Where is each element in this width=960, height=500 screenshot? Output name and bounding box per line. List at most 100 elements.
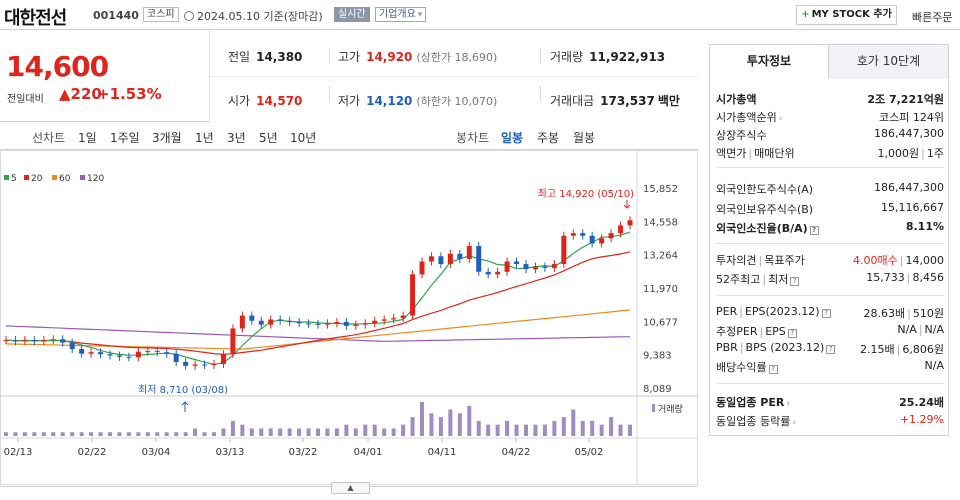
foreign-hold-value: 15,116,667 xyxy=(881,201,944,214)
dividend-label: 배당수익률? xyxy=(716,359,778,375)
per-value-text: 28.63배 xyxy=(863,307,906,320)
realtime-button[interactable]: 실시간 xyxy=(334,7,370,22)
market-cap-rank-row: 시가총액순위 › 코스피 124위 xyxy=(716,109,944,127)
volume-bar xyxy=(618,424,623,436)
bps-value: 6,806원 xyxy=(902,343,944,356)
volume-bar xyxy=(542,424,547,436)
period-10y[interactable]: 10년 xyxy=(290,131,317,145)
candle-body xyxy=(145,351,151,353)
candle-body xyxy=(589,235,595,244)
candle-body xyxy=(523,264,529,270)
candle-weekly[interactable]: 주봉 xyxy=(537,131,560,145)
help-icon[interactable]: ? xyxy=(787,329,797,338)
legend-label: 60 xyxy=(59,174,71,184)
dividend-value: N/A xyxy=(924,359,944,372)
stock-chart-svg[interactable]: 5 20 60 120 15,852 14,558 13,264 11,970 10,677 9,… xyxy=(0,150,698,485)
period-1w[interactable]: 1주일 xyxy=(110,131,140,145)
period-3m[interactable]: 3개월 xyxy=(152,131,182,145)
help-icon[interactable]: ? xyxy=(821,309,831,318)
candle-body xyxy=(69,342,75,350)
high-annotation: 최고 14,920 (05/10) xyxy=(538,188,634,200)
separator: | xyxy=(762,273,767,286)
foreign-ratio-row: 외국인소진율(B/A)? 8.11% xyxy=(716,220,944,238)
candle-body xyxy=(599,238,605,244)
period-5y[interactable]: 5년 xyxy=(259,131,278,145)
volume-bar xyxy=(41,432,46,436)
x-tick-label: 05/02 xyxy=(575,447,604,458)
candle-body xyxy=(447,253,453,265)
candle-body xyxy=(504,261,510,272)
volume-bar xyxy=(60,432,65,436)
volume-bar xyxy=(609,417,614,436)
candle-body xyxy=(173,353,179,362)
volume-bar xyxy=(249,428,254,436)
stock-chart[interactable]: 5 20 60 120 15,852 14,558 13,264 11,970 10,677 9,… xyxy=(0,150,698,485)
candle-body xyxy=(183,361,189,366)
help-icon[interactable]: ? xyxy=(790,277,800,286)
candle-body xyxy=(466,246,472,259)
w52-row: 52주최고 | 최저? 15,733 | 8,456 xyxy=(716,271,944,289)
help-icon[interactable]: ? xyxy=(826,345,836,354)
add-mystock-button[interactable]: + MY STOCK 추가 xyxy=(796,5,897,25)
w52-high-value: 15,733 xyxy=(866,271,905,284)
separator: | xyxy=(921,147,925,160)
candle-body xyxy=(495,271,501,275)
volume-bar xyxy=(202,432,207,436)
plus-icon: + xyxy=(801,9,810,20)
company-overview-label: 기업개요 xyxy=(379,9,416,20)
candle-body xyxy=(277,319,283,321)
opinion-label-text: 투자의견 xyxy=(716,254,757,267)
industry-per-label-text: 동일업종 PER xyxy=(716,396,785,409)
change-label: 전일대비 xyxy=(7,94,44,105)
candle-body xyxy=(457,253,463,259)
period-3y[interactable]: 3년 xyxy=(227,131,246,145)
company-name: 대한전선 xyxy=(4,8,67,29)
prev-close-value: 14,380 xyxy=(256,50,303,64)
industry-change-label-text: 동일업종 등락률 xyxy=(716,415,791,428)
candle-daily[interactable]: 일봉 xyxy=(501,131,524,145)
volume-bar xyxy=(136,432,141,436)
volume-bar xyxy=(240,424,245,436)
collapse-chart-button[interactable]: ▲ xyxy=(331,482,370,494)
industry-per-value: 25.24배 xyxy=(899,396,944,409)
candle-monthly[interactable]: 월봉 xyxy=(573,131,596,145)
candle-body xyxy=(353,324,359,326)
tab-orderbook[interactable]: 호가 10단계 xyxy=(829,45,948,79)
candle-body xyxy=(391,318,397,320)
volume-bar xyxy=(268,428,273,436)
company-overview-dropdown[interactable]: 기업개요 ▾ xyxy=(375,7,427,22)
date-text: 2024.05.10 기준(장마감) xyxy=(197,10,323,23)
volume-bar xyxy=(580,420,585,436)
candle-body xyxy=(618,225,624,234)
candle-body xyxy=(135,351,141,358)
help-icon[interactable]: ? xyxy=(809,226,819,235)
opinion-row: 투자의견 | 목표주가 4.00매수 | 14,000 xyxy=(716,252,944,270)
opinion-value: 4.00매수 | 14,000 xyxy=(853,252,944,268)
quick-order-link[interactable]: 빠른주문 xyxy=(912,11,953,24)
volume-bar xyxy=(297,428,302,436)
volume-bar xyxy=(79,432,84,436)
tab-investment-info[interactable]: 투자정보 xyxy=(710,45,829,79)
candle-body xyxy=(334,322,340,324)
foreign-limit-label: 외국인한도주식수(A) xyxy=(716,183,814,196)
volume-bar xyxy=(4,432,8,436)
legend-label: 5 xyxy=(11,174,17,184)
volume-bar xyxy=(89,432,94,436)
period-1d[interactable]: 1일 xyxy=(78,131,97,145)
volume-bar xyxy=(495,424,500,436)
help-icon[interactable]: ? xyxy=(768,365,778,374)
volume-label: 거래량 xyxy=(658,403,683,415)
volume-bar xyxy=(108,432,112,436)
open-label: 시가 xyxy=(228,94,251,108)
candle-body xyxy=(343,322,349,326)
candle-body xyxy=(627,220,633,226)
stock-header: 대한전선 001440 코스피 2024.05.10 기준(장마감) 실시간 기… xyxy=(0,0,960,30)
candle-body xyxy=(485,271,491,275)
volume-bar xyxy=(316,428,320,436)
candle-body xyxy=(381,319,387,321)
low-price: 저가 14,120 (하한가 10,070) xyxy=(338,92,497,109)
candle-body xyxy=(98,352,104,355)
period-1y[interactable]: 1년 xyxy=(195,131,214,145)
x-tick-label: 02/22 xyxy=(78,447,107,458)
up-triangle-icon: ▲ xyxy=(59,85,71,103)
